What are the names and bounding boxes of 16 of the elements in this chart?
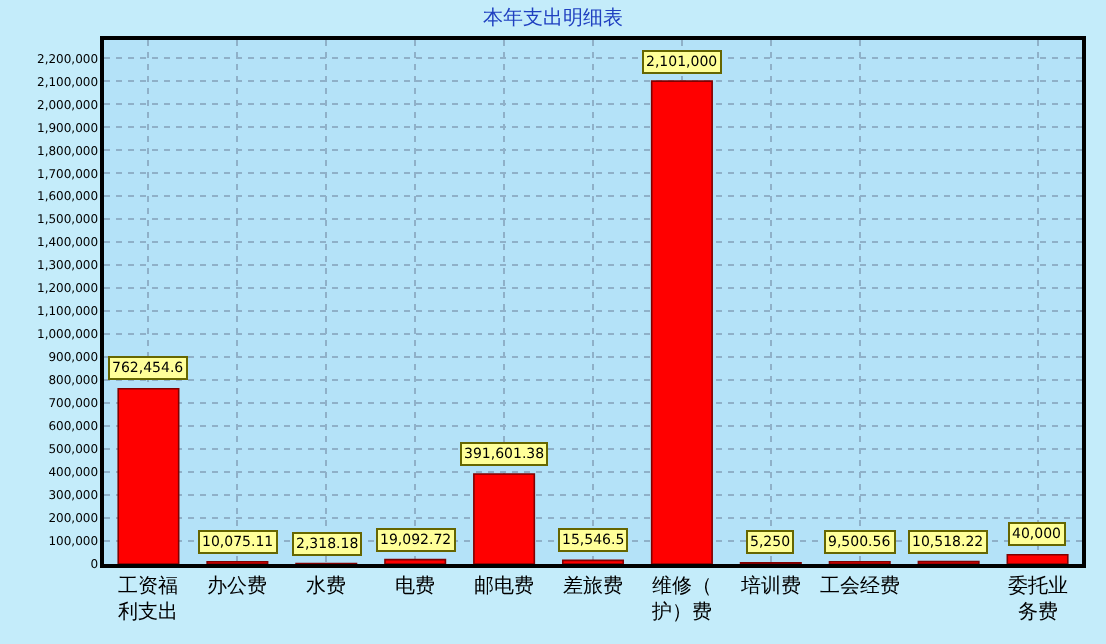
- x-tick-label: 差旅费: [563, 573, 623, 598]
- x-tick-label: 电费: [395, 573, 436, 598]
- bar: [473, 473, 536, 564]
- x-tick-label: 工会经费: [819, 573, 900, 598]
- bar: [117, 387, 180, 564]
- x-tick-label: 邮电费: [474, 573, 535, 598]
- chart-title: 本年支出明细表: [483, 5, 623, 30]
- bar: [384, 558, 447, 564]
- x-tick-label: 维修（护）费: [649, 573, 712, 624]
- bar: [1006, 554, 1069, 564]
- x-tick-label: 工资福利支出: [118, 573, 179, 624]
- x-tick-label: 培训费: [738, 573, 801, 598]
- x-tick-label: 水费: [306, 573, 347, 598]
- x-tick-label: 委托业务费: [1007, 573, 1068, 624]
- x-tick-label: 办公费: [207, 573, 268, 598]
- bar: [650, 80, 713, 564]
